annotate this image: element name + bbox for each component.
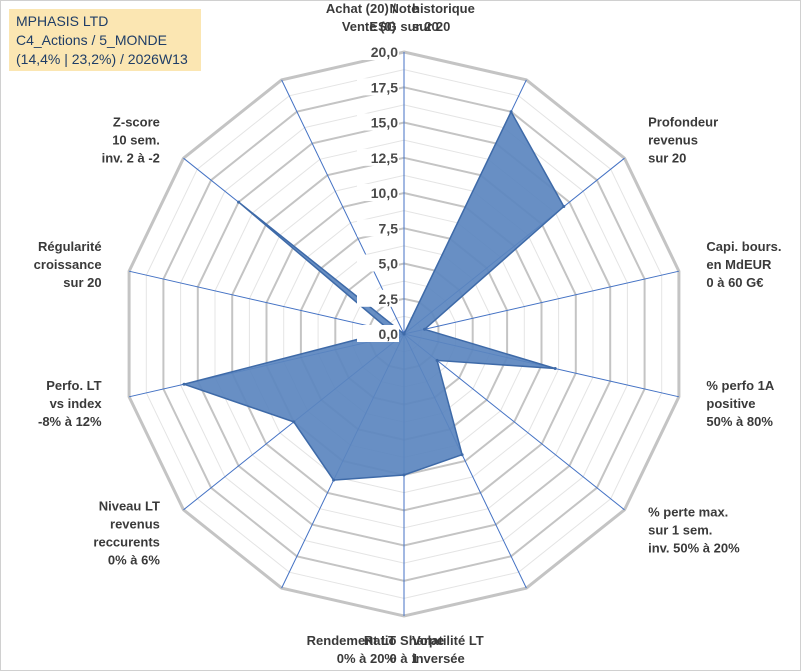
tick-label-bg (357, 148, 399, 166)
axis-spoke (128, 270, 405, 335)
chart-title-box: MPHASIS LTD C4_Actions / 5_MONDE (14,4% … (9, 9, 201, 71)
data-point (553, 367, 557, 370)
axis-label-line: ESG sur 20 (369, 19, 438, 34)
axis-label-line: inv. 2 à -2 (102, 151, 160, 166)
axis-label-line: vs index (50, 396, 103, 411)
axis-label-line: Ratio Sharpe (364, 633, 444, 648)
axis-label-line: Achat (20) / (326, 1, 396, 16)
axis-label-line: historique (412, 1, 475, 16)
tick-label-bg (357, 325, 399, 342)
data-point (402, 332, 406, 336)
axis-label-line: inv. 50% à 20% (648, 541, 740, 556)
tick-label: 10,0 (371, 185, 398, 201)
data-point (460, 453, 464, 457)
axis-label-line: Profondeur (648, 115, 718, 130)
axis-label-line: sur 20 (63, 275, 101, 290)
tick-label-bg (357, 184, 399, 201)
axis-label: Profondeur revenus sur 20 (648, 115, 718, 166)
tick-label-bg (357, 113, 399, 131)
tick-label: 12,5 (371, 150, 398, 166)
data-point (423, 327, 427, 331)
tick-label: 5,0 (379, 256, 399, 272)
axis-label-line: Rendement LT (307, 633, 396, 648)
axis-label: Volatilité LT inversée 40% à 0% (412, 633, 484, 671)
axis-label-line: revenus (648, 133, 698, 148)
data-point (402, 473, 406, 477)
data-point (562, 205, 566, 208)
axis-label: Régularité croissance sur 20 (34, 239, 102, 290)
axis-label-line: Vente (0) (342, 19, 396, 34)
axis-label-line: 0 à 60 G€ (706, 275, 763, 290)
tick-label: 7,5 (379, 220, 399, 236)
axis-label-line: Perfo. LT (46, 378, 101, 393)
data-point (237, 200, 241, 204)
tick-label: 15,0 (371, 115, 398, 131)
axis-label-line: sur 20 (648, 151, 686, 166)
axis-label: Note ESG sur 20 (369, 1, 438, 34)
axis-label-line: -8% à 12% (38, 414, 102, 429)
axis-label-line: Régularité (38, 239, 102, 254)
axis-spoke (403, 333, 625, 511)
tick-label-bg (357, 289, 399, 307)
axis-label-line: 10 sem. (112, 133, 160, 148)
company-name: MPHASIS LTD (16, 13, 109, 29)
category-label: C4_Actions / 5_MONDE (16, 32, 167, 48)
axis-label: % perfo 1A positive 50% à 80% (706, 378, 775, 429)
tick-label-bg (357, 43, 399, 60)
axis-label: % perte max. sur 1 sem. inv. 50% à 20% (648, 505, 740, 556)
series-area (181, 110, 565, 481)
data-point (182, 382, 186, 386)
axis-label: Capi. bours. en MdEUR 0 à 60 G€ (706, 239, 781, 290)
tick-label: 2,5 (379, 291, 399, 307)
axis-label: Profondeurhistoriquesur 20 (412, 0, 482, 34)
axis-label: Ratio Sharpe 0 à 1 (364, 633, 444, 666)
radar-axis-labels: Note ESG sur 20 Profondeur historique sur 20… (34, 0, 782, 671)
axis-spoke (403, 270, 680, 335)
tick-label-bg (357, 254, 399, 272)
axis-label: MomentumAchat (20) /Vente (0) (326, 0, 396, 34)
axis-label-line: 50% à 80% (706, 414, 773, 429)
axis-label-line: inversée (412, 651, 465, 666)
tick-label: 20,0 (371, 44, 398, 60)
data-point (509, 110, 513, 114)
axis-label: Rendement LT 0% à 20% (307, 633, 397, 666)
tick-label: 17,5 (371, 79, 398, 95)
axis-label-line: 0% à 20% (337, 651, 397, 666)
data-point (435, 358, 439, 362)
data-point (292, 420, 296, 424)
axis-label-line: reccurents (93, 535, 159, 550)
axis-label: Niveau LT revenus reccurents 0% à 6% (93, 499, 160, 568)
data-point (332, 478, 336, 482)
axis-label-line: 0 à 1 (390, 651, 419, 666)
axis-label: Perfo. LT vs index -8% à 12% (38, 378, 102, 429)
radar-series (181, 110, 566, 482)
axis-label-line: positive (706, 396, 755, 411)
axis-label-line: % perfo 1A (706, 378, 775, 393)
axis-label-line: Capi. bours. (706, 239, 781, 254)
tick-label-bg (357, 219, 399, 237)
axis-label-line: croissance (34, 257, 102, 272)
tick-label-bg (357, 78, 399, 96)
axis-label: Z-score 10 sem. inv. 2 à -2 (102, 115, 160, 166)
axis-label-line: 40% à 0% (412, 669, 472, 671)
axis-label-line: sur 20 (412, 19, 450, 34)
axis-label-line: sur 1 sem. (648, 523, 712, 538)
axis-label-line: revenus (110, 517, 160, 532)
axis-label-line: % perte max. (648, 505, 728, 520)
axis-label-line: Niveau LT (99, 499, 160, 514)
axis-label-line: 0% à 6% (108, 553, 160, 568)
stats-label: (14,4% | 23,2%) / 2026W13 (16, 51, 188, 67)
axis-label-line: Z-score (113, 115, 160, 130)
axis-label-line: Volatilité LT (412, 633, 484, 648)
tick-label: 0,0 (379, 326, 399, 342)
axis-label-line: en MdEUR (706, 257, 772, 272)
radar-tick-labels: 0,0 2,5 5,0 7,5 10,0 12,5 15,0 17,5 20,0 (357, 43, 399, 342)
axis-label-line: Note (390, 1, 419, 16)
